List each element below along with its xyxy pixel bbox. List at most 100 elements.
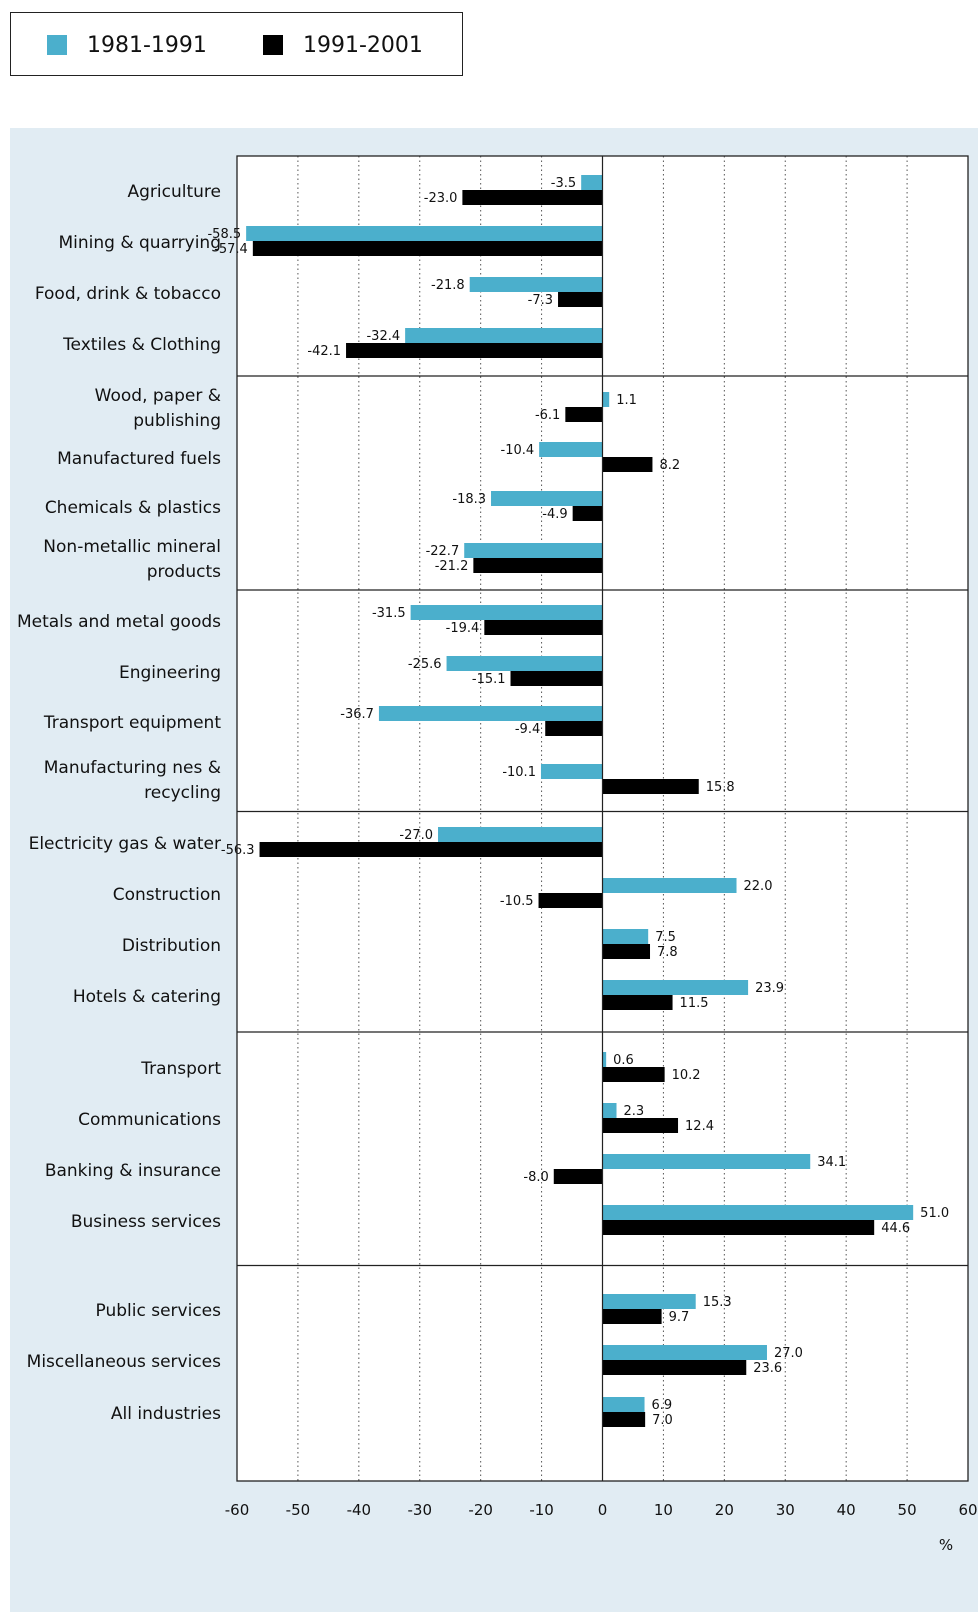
data-label-1981-1991-distribution: 7.5	[655, 930, 676, 945]
data-label-1991-2001-engineering: -15.1	[472, 672, 506, 687]
data-label-1991-2001-all-industries: 7.0	[652, 1413, 673, 1428]
legend-item-1981-1991: 1981-1991	[47, 32, 207, 58]
x-tick-label-30: 30	[776, 1501, 795, 1519]
bar-1991-2001-mining-and-quarrying	[252, 241, 603, 256]
legend-swatch-1991-2001	[263, 35, 283, 55]
bar-1981-1991-textiles-and-clothing	[405, 328, 603, 343]
bar-1981-1991-banking-and-insurance	[602, 1154, 811, 1169]
category-label-manufacturing-nes-and-recycling-line2: recycling	[144, 783, 221, 803]
data-label-1991-2001-chemicals-and-plastics: -4.9	[542, 507, 567, 522]
x-tick-label--60: -60	[225, 1501, 250, 1519]
data-label-1991-2001-agriculture: -23.0	[424, 191, 458, 206]
bar-1981-1991-manufactured-fuels	[539, 442, 603, 457]
chart-panel: -3.5 -58.5 -21.8 -32.4 1.1 -10.4 -18.3 -22.7 -31…	[10, 128, 978, 1612]
data-label-1991-2001-transport: 10.2	[672, 1068, 701, 1083]
bar-1991-2001-manufacturing-nes-and-recycling	[602, 779, 699, 794]
legend-label-1981-1991: 1981-1991	[87, 32, 207, 58]
data-label-1991-2001-non-metallic-mineral-products: -21.2	[435, 559, 469, 574]
category-label-metals-and-metal-goods: Metals and metal goods	[17, 612, 221, 632]
x-tick-label-60: 60	[958, 1501, 977, 1519]
bar-1991-2001-miscellaneous-services	[602, 1360, 747, 1375]
bar-1991-2001-hotels-and-catering	[602, 995, 673, 1010]
x-tick-label--50: -50	[286, 1501, 311, 1519]
bar-1981-1991-chemicals-and-plastics	[491, 491, 603, 506]
bar-1981-1991-hotels-and-catering	[602, 980, 749, 995]
data-label-1991-2001-banking-and-insurance: -8.0	[523, 1170, 548, 1185]
bar-1981-1991-miscellaneous-services	[602, 1345, 767, 1360]
bar-1991-2001-food-drink-and-tobacco	[558, 292, 603, 307]
category-label-business-services: Business services	[71, 1212, 221, 1232]
data-label-1991-2001-food-drink-and-tobacco: -7.3	[528, 293, 553, 308]
legend-label-1991-2001: 1991-2001	[303, 32, 423, 58]
data-label-1991-2001-distribution: 7.8	[657, 945, 678, 960]
data-label-1981-1991-manufacturing-nes-and-recycling: -10.1	[502, 765, 536, 780]
bar-1981-1991-communications	[602, 1103, 617, 1118]
legend-swatch-1981-1991	[47, 35, 67, 55]
x-tick-label--10: -10	[529, 1501, 554, 1519]
data-label-1981-1991-metals-and-metal-goods: -31.5	[372, 606, 406, 621]
data-label-1981-1991-textiles-and-clothing: -32.4	[366, 329, 400, 344]
bar-1981-1991-manufacturing-nes-and-recycling	[540, 764, 603, 779]
data-label-1981-1991-mining-and-quarrying: -58.5	[207, 227, 241, 242]
category-label-electricity-gas-and-water: Electricity gas & water	[29, 834, 221, 854]
bar-1981-1991-distribution	[602, 929, 649, 944]
bar-1991-2001-electricity-gas-and-water	[259, 842, 603, 857]
bar-1981-1991-mining-and-quarrying	[246, 226, 603, 241]
bar-1991-2001-business-services	[602, 1220, 875, 1235]
data-label-1981-1991-manufactured-fuels: -10.4	[501, 443, 535, 458]
x-axis-label: %	[939, 1536, 953, 1554]
data-label-1991-2001-construction: -10.5	[500, 894, 534, 909]
data-label-1981-1991-banking-and-insurance: 34.1	[817, 1155, 846, 1170]
category-label-all-industries: All industries	[111, 1404, 221, 1424]
bar-1991-2001-non-metallic-mineral-products	[473, 558, 603, 573]
data-label-1981-1991-all-industries: 6.9	[652, 1398, 673, 1413]
x-tick-label--30: -30	[408, 1501, 433, 1519]
bar-chart: -3.5 -58.5 -21.8 -32.4 1.1 -10.4 -18.3 -22.7 -31…	[17, 155, 978, 1554]
data-label-1981-1991-non-metallic-mineral-products: -22.7	[426, 544, 460, 559]
category-label-chemicals-and-plastics: Chemicals & plastics	[45, 498, 221, 518]
bar-1981-1991-engineering	[446, 656, 603, 671]
bar-1981-1991-construction	[602, 878, 737, 893]
legend: 1981-1991 1991-2001	[10, 12, 463, 76]
bar-1981-1991-wood-paper-and-publishing	[602, 392, 610, 407]
category-label-transport-equipment: Transport equipment	[43, 713, 222, 733]
bar-1991-2001-construction	[538, 893, 603, 908]
bar-1991-2001-communications	[602, 1118, 679, 1133]
category-label-wood-paper-and-publishing: Wood, paper &	[95, 386, 221, 406]
data-label-1981-1991-business-services: 51.0	[920, 1206, 949, 1221]
category-label-construction: Construction	[113, 885, 221, 905]
data-label-1981-1991-electricity-gas-and-water: -27.0	[399, 828, 433, 843]
x-tick-label-40: 40	[837, 1501, 856, 1519]
data-label-1991-2001-communications: 12.4	[685, 1119, 714, 1134]
data-label-1991-2001-public-services: 9.7	[669, 1310, 690, 1325]
data-label-1991-2001-business-services: 44.6	[881, 1221, 910, 1236]
bar-1981-1991-transport-equipment	[378, 706, 603, 721]
data-label-1981-1991-transport: 0.6	[613, 1053, 634, 1068]
data-label-1991-2001-manufactured-fuels: 8.2	[659, 458, 680, 473]
data-label-1981-1991-engineering: -25.6	[408, 657, 442, 672]
category-label-non-metallic-mineral-products: Non-metallic mineral	[43, 537, 221, 557]
data-label-1991-2001-metals-and-metal-goods: -19.4	[446, 621, 480, 636]
bar-1991-2001-wood-paper-and-publishing	[565, 407, 603, 422]
bar-1991-2001-banking-and-insurance	[553, 1169, 603, 1184]
category-label-textiles-and-clothing: Textiles & Clothing	[62, 335, 221, 355]
bar-1991-2001-distribution	[602, 944, 651, 959]
category-label-miscellaneous-services: Miscellaneous services	[27, 1352, 221, 1372]
legend-item-1991-2001: 1991-2001	[263, 32, 423, 58]
category-label-wood-paper-and-publishing-line2: publishing	[133, 411, 221, 431]
bar-1991-2001-all-industries	[602, 1412, 646, 1427]
data-label-1991-2001-manufacturing-nes-and-recycling: 15.8	[706, 780, 735, 795]
bar-1991-2001-chemicals-and-plastics	[572, 506, 603, 521]
x-tick-label-20: 20	[715, 1501, 734, 1519]
data-label-1981-1991-communications: 2.3	[624, 1104, 645, 1119]
category-label-manufactured-fuels: Manufactured fuels	[57, 449, 221, 469]
data-label-1981-1991-public-services: 15.3	[703, 1295, 732, 1310]
bar-1991-2001-metals-and-metal-goods	[484, 620, 603, 635]
data-label-1991-2001-textiles-and-clothing: -42.1	[307, 344, 341, 359]
category-label-banking-and-insurance: Banking & insurance	[45, 1161, 221, 1181]
data-label-1991-2001-mining-and-quarrying: -57.4	[214, 242, 248, 257]
x-tick-label-0: 0	[598, 1501, 608, 1519]
x-tick-label--40: -40	[347, 1501, 372, 1519]
x-tick-label--20: -20	[468, 1501, 493, 1519]
data-label-1981-1991-construction: 22.0	[744, 879, 773, 894]
